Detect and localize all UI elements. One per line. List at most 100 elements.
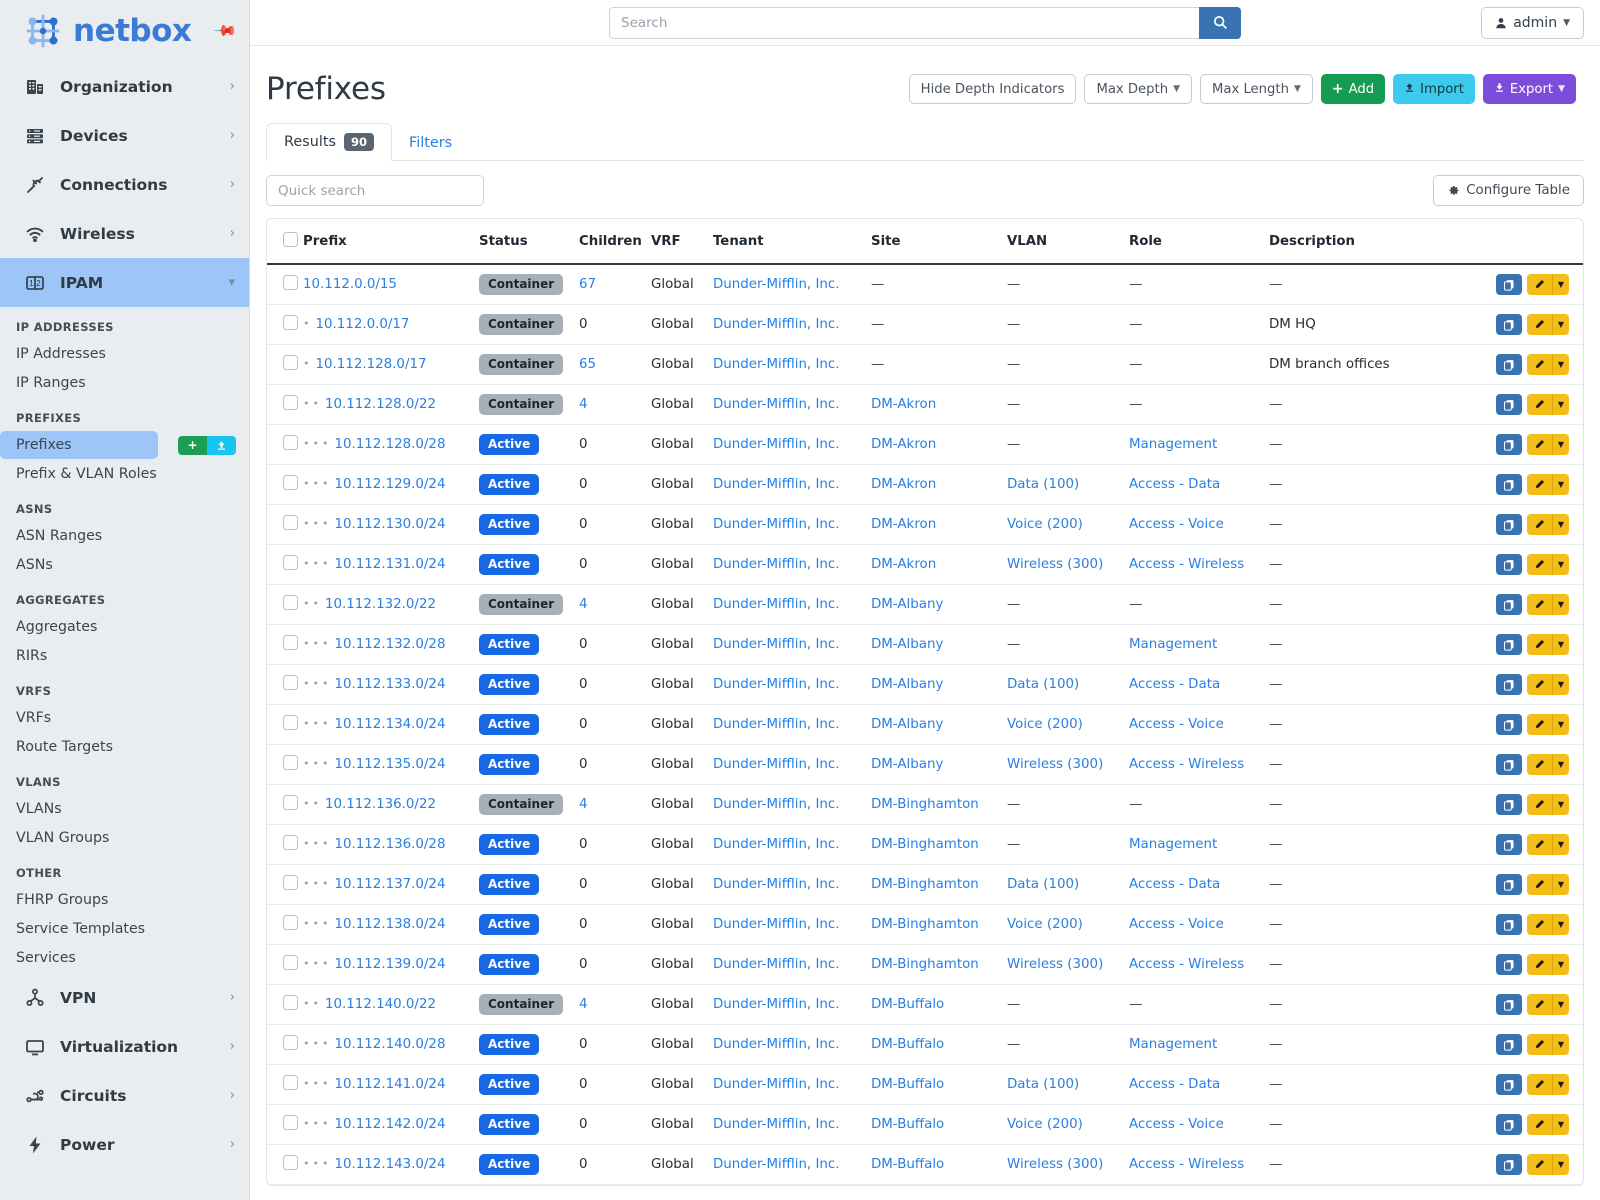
sidebar-item-prefix-vlan-roles[interactable]: Prefix & VLAN Roles+ xyxy=(0,460,241,488)
add-button[interactable]: + Add xyxy=(1320,74,1386,104)
row-checkbox[interactable] xyxy=(283,475,298,490)
vlan-link[interactable]: Data (100) xyxy=(1007,677,1080,692)
caret-down-icon[interactable]: ▼ xyxy=(1552,274,1569,295)
pencil-icon[interactable] xyxy=(1527,794,1552,815)
tenant-link[interactable]: Dunder-Mifflin, Inc. xyxy=(713,877,840,892)
prefix-link[interactable]: 10.112.139.0/24 xyxy=(334,957,446,972)
site-link[interactable]: DM-Binghamton xyxy=(871,917,979,932)
prefix-link[interactable]: 10.112.141.0/24 xyxy=(334,1077,446,1092)
row-checkbox[interactable] xyxy=(283,1115,298,1130)
role-link[interactable]: Access - Data xyxy=(1129,877,1221,892)
tenant-link[interactable]: Dunder-Mifflin, Inc. xyxy=(713,317,840,332)
role-link[interactable]: Access - Wireless xyxy=(1129,757,1245,772)
pencil-icon[interactable] xyxy=(1527,634,1552,655)
pencil-icon[interactable] xyxy=(1527,914,1552,935)
copy-icon[interactable] xyxy=(1496,274,1522,295)
tenant-link[interactable]: Dunder-Mifflin, Inc. xyxy=(713,997,840,1012)
caret-down-icon[interactable]: ▼ xyxy=(1552,634,1569,655)
site-link[interactable]: DM-Buffalo xyxy=(871,1037,945,1052)
pencil-icon[interactable] xyxy=(1527,834,1552,855)
role-link[interactable]: Management xyxy=(1129,637,1218,652)
site-link[interactable]: DM-Buffalo xyxy=(871,1117,945,1132)
row-checkbox[interactable] xyxy=(283,355,298,370)
tab-filters[interactable]: Filters xyxy=(392,123,469,161)
tenant-link[interactable]: Dunder-Mifflin, Inc. xyxy=(713,357,840,372)
vlan-link[interactable]: Voice (200) xyxy=(1007,917,1083,932)
prefix-link[interactable]: 10.112.135.0/24 xyxy=(334,757,446,772)
row-checkbox[interactable] xyxy=(283,315,298,330)
row-checkbox[interactable] xyxy=(283,675,298,690)
pencil-icon[interactable] xyxy=(1527,314,1552,335)
copy-icon[interactable] xyxy=(1496,594,1522,615)
row-checkbox[interactable] xyxy=(283,875,298,890)
row-checkbox[interactable] xyxy=(283,995,298,1010)
pencil-icon[interactable] xyxy=(1527,994,1552,1015)
pencil-icon[interactable] xyxy=(1527,1154,1552,1175)
sidebar-group-wireless[interactable]: Wireless › xyxy=(0,209,249,258)
sidebar-item-ip-addresses[interactable]: IP Addresses+ xyxy=(0,340,241,368)
site-link[interactable]: DM-Binghamton xyxy=(871,837,979,852)
role-link[interactable]: Management xyxy=(1129,1037,1218,1052)
copy-icon[interactable] xyxy=(1496,1154,1522,1175)
sidebar-item-vrfs[interactable]: VRFs+ xyxy=(0,704,241,732)
caret-down-icon[interactable]: ▼ xyxy=(1552,554,1569,575)
search-button[interactable] xyxy=(1199,6,1241,39)
column-header-vrf[interactable]: VRF xyxy=(651,219,713,265)
copy-icon[interactable] xyxy=(1496,354,1522,375)
caret-down-icon[interactable]: ▼ xyxy=(1552,794,1569,815)
caret-down-icon[interactable]: ▼ xyxy=(1552,594,1569,615)
configure-table-button[interactable]: Configure Table xyxy=(1433,175,1584,206)
column-header-description[interactable]: Description xyxy=(1269,219,1437,265)
caret-down-icon[interactable]: ▼ xyxy=(1552,914,1569,935)
role-link[interactable]: Access - Voice xyxy=(1129,717,1224,732)
vlan-link[interactable]: Wireless (300) xyxy=(1007,557,1104,572)
row-checkbox[interactable] xyxy=(283,755,298,770)
vlan-link[interactable]: Voice (200) xyxy=(1007,1117,1083,1132)
copy-icon[interactable] xyxy=(1496,874,1522,895)
tenant-link[interactable]: Dunder-Mifflin, Inc. xyxy=(713,637,840,652)
tenant-link[interactable]: Dunder-Mifflin, Inc. xyxy=(713,277,840,292)
vlan-link[interactable]: Voice (200) xyxy=(1007,517,1083,532)
tenant-link[interactable]: Dunder-Mifflin, Inc. xyxy=(713,677,840,692)
tenant-link[interactable]: Dunder-Mifflin, Inc. xyxy=(713,397,840,412)
vlan-link[interactable]: Wireless (300) xyxy=(1007,757,1104,772)
row-checkbox[interactable] xyxy=(283,795,298,810)
sidebar-group-power[interactable]: Power › xyxy=(0,1120,249,1169)
copy-icon[interactable] xyxy=(1496,914,1522,935)
sidebar-item-asn-ranges[interactable]: ASN Ranges+ xyxy=(0,522,241,550)
tenant-link[interactable]: Dunder-Mifflin, Inc. xyxy=(713,957,840,972)
prefix-link[interactable]: 10.112.136.0/22 xyxy=(324,797,436,812)
sidebar-group-devices[interactable]: Devices › xyxy=(0,111,249,160)
site-link[interactable]: DM-Albany xyxy=(871,717,944,732)
sidebar-item-ip-ranges[interactable]: IP Ranges+ xyxy=(0,369,241,397)
brand-header[interactable]: netbox 📌 xyxy=(0,0,249,62)
role-link[interactable]: Access - Wireless xyxy=(1129,1157,1245,1172)
children-link[interactable]: 4 xyxy=(579,797,588,812)
prefix-link[interactable]: 10.112.140.0/22 xyxy=(324,997,436,1012)
row-checkbox[interactable] xyxy=(283,595,298,610)
copy-icon[interactable] xyxy=(1496,714,1522,735)
column-header-prefix[interactable]: Prefix xyxy=(303,219,479,265)
caret-down-icon[interactable]: ▼ xyxy=(1552,1034,1569,1055)
sidebar-item-rirs[interactable]: RIRs+ xyxy=(0,642,241,670)
copy-icon[interactable] xyxy=(1496,554,1522,575)
hide-depth-indicators-button[interactable]: Hide Depth Indicators xyxy=(908,74,1077,104)
prefix-link[interactable]: 10.112.132.0/22 xyxy=(324,597,436,612)
caret-down-icon[interactable]: ▼ xyxy=(1552,714,1569,735)
row-checkbox[interactable] xyxy=(283,835,298,850)
children-link[interactable]: 4 xyxy=(579,997,588,1012)
copy-icon[interactable] xyxy=(1496,754,1522,775)
column-header-role[interactable]: Role xyxy=(1129,219,1269,265)
tenant-link[interactable]: Dunder-Mifflin, Inc. xyxy=(713,477,840,492)
prefix-link[interactable]: 10.112.140.0/28 xyxy=(334,1037,446,1052)
pencil-icon[interactable] xyxy=(1527,754,1552,775)
copy-icon[interactable] xyxy=(1496,954,1522,975)
sidebar-group-vpn[interactable]: VPN › xyxy=(0,973,249,1022)
column-header-site[interactable]: Site xyxy=(871,219,1007,265)
pencil-icon[interactable] xyxy=(1527,514,1552,535)
prefix-link[interactable]: 10.112.138.0/24 xyxy=(334,917,446,932)
vlan-link[interactable]: Data (100) xyxy=(1007,877,1080,892)
tenant-link[interactable]: Dunder-Mifflin, Inc. xyxy=(713,837,840,852)
tenant-link[interactable]: Dunder-Mifflin, Inc. xyxy=(713,517,840,532)
pencil-icon[interactable] xyxy=(1527,274,1552,295)
